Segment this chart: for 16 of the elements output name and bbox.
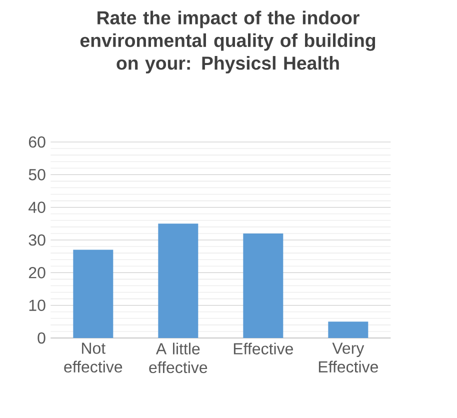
bar: [73, 250, 114, 338]
x-tick-label: A little effective: [149, 342, 208, 374]
y-tick-label: 20: [28, 267, 46, 278]
chart-title: Rate the impact of the indoor environmental quality of building on your: Physicsl Health: [80, 10, 376, 74]
y-tick-label: 60: [28, 136, 46, 148]
x-tick-label: Effective: [234, 342, 293, 354]
y-tick-label: 30: [28, 234, 46, 246]
y-tick-label: 0: [38, 332, 46, 344]
bar: [328, 322, 368, 338]
x-tick-label: Very Effective: [318, 342, 378, 373]
y-tick-label: 10: [29, 300, 46, 311]
y-tick-label: 50: [28, 169, 46, 180]
bar: [158, 224, 198, 338]
x-tick-label: Not effective: [64, 342, 122, 373]
y-tick-label: 40: [28, 202, 46, 213]
bar: [243, 233, 284, 338]
